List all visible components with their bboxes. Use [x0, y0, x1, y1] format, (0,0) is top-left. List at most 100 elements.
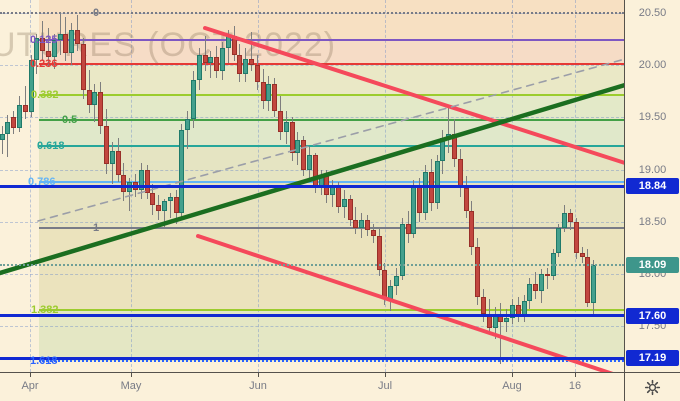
candle-body: [405, 223, 411, 235]
fib-level-line[interactable]: [39, 63, 624, 66]
candle-body: [92, 92, 98, 105]
ascending-trendline[interactable]: [0, 82, 624, 276]
fib-level-label: 0.618: [37, 139, 65, 152]
descending-resistance-line[interactable]: [203, 26, 624, 165]
fib-band: [39, 310, 624, 361]
candle-body: [544, 273, 550, 276]
ascending-dashed-trendline[interactable]: [37, 58, 624, 222]
fib-level-label: 0.382: [31, 89, 59, 102]
candle-body: [144, 169, 150, 193]
candle-body: [11, 117, 17, 128]
time-axis-border: [0, 372, 680, 373]
fib-level-line[interactable]: [39, 39, 624, 42]
candle-body: [434, 161, 440, 203]
candle-body: [295, 140, 301, 153]
fib-level-line[interactable]: [39, 181, 624, 184]
price-tick-label: 18.50: [638, 215, 667, 228]
gridline-horizontal: [0, 169, 624, 171]
candle-body: [393, 275, 399, 287]
candle-body: [74, 29, 80, 45]
fib-level-line[interactable]: [39, 94, 624, 97]
fib-level-label: 0.125: [30, 34, 58, 47]
price-tick-label: 19.50: [638, 111, 667, 124]
candle-wick: [129, 177, 131, 212]
gear-icon: [644, 379, 661, 395]
candle-body: [161, 200, 167, 212]
candle-body: [16, 104, 22, 128]
horizontal-price-line[interactable]: [0, 184, 624, 188]
candle-body: [150, 192, 156, 206]
price-axis[interactable]: 20.50 20.00 19.50 19.00 18.50 18.00 17.50 18.84…: [625, 0, 680, 372]
descending-support-line[interactable]: [196, 234, 624, 372]
candle-body: [533, 284, 539, 291]
candle-wick: [210, 50, 212, 78]
fib-level-line[interactable]: [39, 359, 624, 362]
candle-body: [376, 236, 382, 270]
candle-body: [179, 129, 185, 214]
price-tick-label: 20.50: [638, 7, 667, 19]
candle-body: [480, 296, 486, 314]
candle-wick: [163, 198, 165, 228]
time-tick-label: Jul: [377, 380, 393, 392]
candle-body: [301, 140, 307, 170]
price-tick-label: 19.00: [638, 163, 667, 176]
candle-body: [260, 81, 266, 101]
fib-level-line[interactable]: [39, 226, 624, 229]
time-tick-label: Apr: [21, 380, 39, 392]
candle-body: [266, 83, 272, 101]
time-axis-tick: [131, 373, 132, 377]
candle-body: [173, 196, 179, 214]
time-axis-tick: [385, 373, 386, 377]
fib-band: [39, 145, 624, 183]
candle-body: [567, 213, 573, 222]
candle-body: [103, 125, 109, 165]
fib-level-label: 0.786: [28, 176, 56, 189]
fib-level-line[interactable]: [0, 12, 624, 14]
candle-wick: [546, 267, 548, 289]
time-tick-label: 16: [568, 380, 582, 392]
candle-body: [185, 119, 191, 130]
candle-body: [115, 150, 121, 175]
candle-body: [364, 219, 370, 231]
candle-wick: [7, 115, 9, 157]
candle-body: [556, 227, 562, 254]
candle-wick: [169, 192, 171, 218]
candle-body: [202, 54, 208, 64]
candle-body: [359, 219, 365, 228]
candle-body: [156, 205, 162, 212]
candle-body: [5, 121, 11, 135]
price-chart[interactable]: UTURES (OCT 2022) 0 0.125 0.236 0.382 0.5 0.6…: [0, 0, 624, 372]
fib-level-line[interactable]: [39, 144, 624, 147]
horizontal-price-line[interactable]: [0, 314, 624, 318]
candle-wick: [24, 86, 26, 120]
candle-body: [585, 257, 591, 304]
candle-body: [562, 213, 568, 228]
candle-body: [45, 50, 51, 57]
trend-lines-layer: [0, 26, 624, 372]
time-axis[interactable]: Apr May Jun Jul Aug 16: [0, 373, 624, 401]
fib-band: [39, 40, 624, 65]
candle-body: [51, 40, 57, 57]
time-axis-tick: [30, 373, 31, 377]
candle-body: [208, 56, 214, 64]
settings-button[interactable]: [642, 377, 663, 398]
candle-body: [527, 284, 533, 302]
time-axis-tick: [258, 373, 259, 377]
fib-level-line[interactable]: [39, 119, 624, 122]
horizontal-price-line[interactable]: [0, 356, 624, 360]
candle-body: [0, 134, 5, 141]
candle-body: [283, 121, 289, 132]
candle-body: [463, 188, 469, 212]
gridline-horizontal: [0, 326, 624, 328]
candle-wick: [204, 35, 206, 72]
candle-body: [509, 305, 515, 318]
candle-body: [573, 221, 579, 254]
fib-level-line[interactable]: [39, 309, 624, 312]
candle-body: [86, 90, 92, 105]
price-line-badge: 17.60: [626, 307, 679, 324]
candle-body: [399, 223, 405, 276]
candle-body: [475, 246, 481, 297]
gridline-horizontal: [0, 65, 624, 67]
candle-body: [306, 154, 312, 170]
